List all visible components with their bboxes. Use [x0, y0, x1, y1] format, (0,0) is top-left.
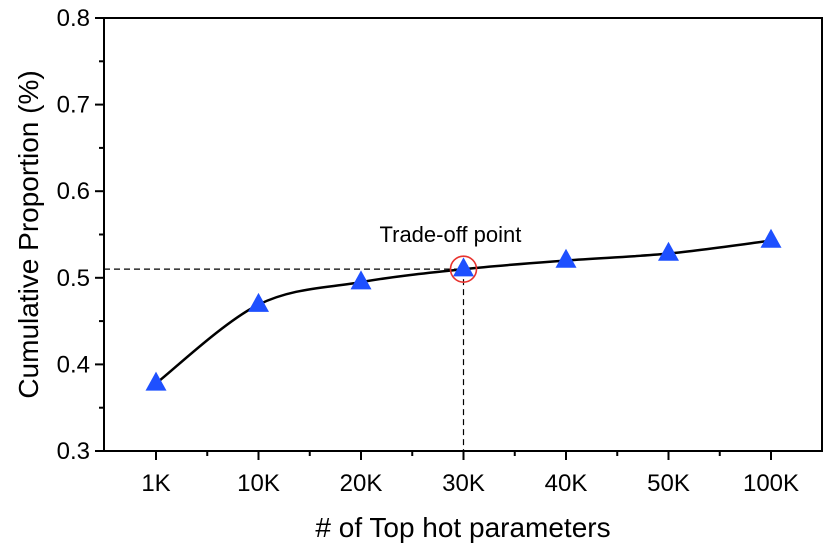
- x-tick-label: 10K: [237, 470, 280, 497]
- y-tick-label: 0.5: [57, 265, 90, 292]
- data-point: [658, 241, 679, 261]
- data-point: [248, 292, 269, 312]
- y-tick-label: 0.3: [57, 438, 90, 465]
- x-tick-label: 20K: [340, 470, 383, 497]
- data-point: [555, 248, 577, 268]
- y-tick-label: 0.6: [57, 178, 90, 205]
- x-axis-ticks: 1K 10K 20K 30K 40K 50K 100K: [141, 451, 799, 497]
- data-point: [760, 228, 782, 248]
- data-point: [145, 371, 167, 391]
- x-tick-label: 30K: [442, 470, 485, 497]
- y-axis-ticks: 0.3 0.4 0.5 0.6 0.7 0.8: [57, 5, 104, 465]
- trade-off-annotation: Trade-off point: [380, 222, 522, 283]
- y-axis-title: Cumulative Proportion (%): [13, 70, 44, 398]
- data-markers: [145, 228, 782, 391]
- y-tick-label: 0.4: [57, 351, 90, 378]
- x-tick-label: 100K: [743, 470, 799, 497]
- x-axis-title: # of Top hot parameters: [315, 512, 610, 543]
- trade-off-label: Trade-off point: [380, 222, 522, 247]
- y-tick-label: 0.8: [57, 5, 90, 32]
- x-tick-label: 40K: [545, 470, 588, 497]
- data-point: [453, 257, 474, 277]
- trade-off-guide-lines: [104, 268, 465, 451]
- x-tick-label: 1K: [141, 470, 170, 497]
- y-tick-label: 0.7: [57, 92, 90, 119]
- x-tick-label: 50K: [647, 470, 690, 497]
- data-point: [350, 270, 372, 290]
- trade-off-circle: [449, 255, 478, 283]
